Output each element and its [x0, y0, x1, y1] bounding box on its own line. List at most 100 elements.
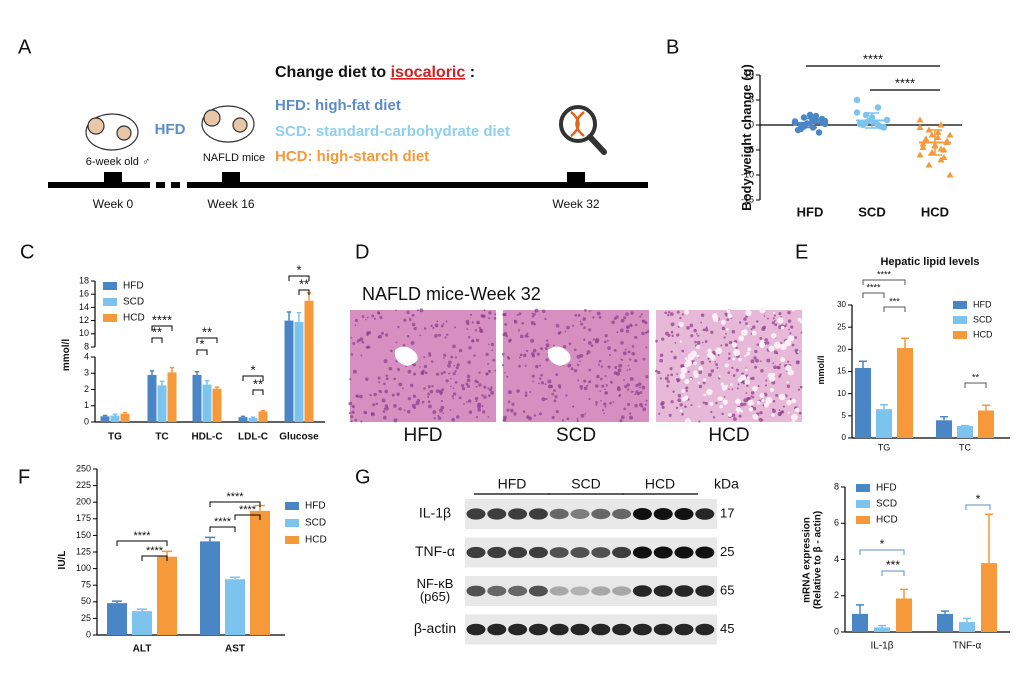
nucleus	[463, 403, 465, 406]
y-tick-label: -15	[741, 194, 754, 204]
nucleus	[595, 401, 598, 404]
nucleus	[727, 371, 731, 375]
nucleus	[478, 326, 482, 330]
nucleus	[704, 401, 708, 406]
nucleus	[562, 344, 567, 349]
nucleus	[490, 342, 495, 347]
nucleus	[379, 315, 383, 320]
blot-band	[653, 623, 673, 636]
nucleus	[751, 395, 755, 399]
nucleus	[763, 315, 766, 317]
nucleus	[538, 412, 542, 416]
nucleus	[488, 343, 490, 346]
nucleus	[625, 329, 630, 333]
nucleus	[442, 323, 445, 325]
nucleus	[479, 329, 482, 332]
error-bar	[122, 411, 128, 414]
nucleus	[450, 377, 452, 380]
lipid-droplet	[738, 335, 745, 342]
nucleus	[623, 407, 626, 411]
nucleus	[373, 392, 377, 397]
nucleus	[735, 346, 738, 350]
nucleus	[725, 314, 728, 317]
significance-label: **	[253, 376, 263, 391]
nucleus	[454, 326, 457, 329]
error-bar	[865, 112, 879, 129]
nucleus	[668, 413, 672, 417]
nucleus	[746, 397, 750, 401]
nucleus	[547, 379, 552, 384]
nucleus	[419, 366, 421, 368]
significance-bracket	[242, 375, 264, 381]
nucleus	[350, 353, 354, 356]
nucleus	[561, 419, 565, 422]
lipid-droplet	[687, 353, 695, 361]
nucleus	[620, 358, 622, 360]
nucleus	[745, 322, 748, 325]
y-tick-label: 25	[837, 322, 846, 331]
nucleus	[723, 336, 726, 339]
nucleus	[526, 415, 530, 419]
nucleus	[584, 309, 587, 312]
nucleus	[476, 321, 480, 325]
point	[916, 116, 924, 123]
lipid-droplet	[684, 309, 690, 315]
panel-label: A	[18, 36, 32, 58]
nucleus	[490, 386, 493, 389]
nucleus	[545, 358, 549, 362]
nucleus	[590, 344, 594, 347]
significance-label: ****	[133, 530, 151, 542]
legend-swatch	[285, 536, 299, 544]
blot-band	[549, 586, 569, 596]
nucleus	[513, 412, 517, 416]
nucleus	[361, 315, 365, 318]
nucleus	[443, 353, 447, 357]
lipid-droplet	[681, 388, 686, 393]
nucleus	[452, 372, 456, 376]
significance-label: *	[199, 336, 204, 351]
lipid-droplet	[693, 361, 698, 366]
nucleus	[398, 382, 403, 387]
nucleus	[580, 413, 585, 418]
nucleus	[494, 313, 497, 316]
bar	[107, 603, 127, 635]
y-tick-label: 10	[837, 389, 846, 398]
nucleus	[413, 372, 417, 376]
lipid-droplet	[698, 366, 703, 371]
error-bar	[149, 370, 155, 375]
chart-title: Hepatic lipid levels	[880, 256, 979, 268]
nucleus	[765, 379, 768, 382]
nucleus	[518, 312, 522, 316]
nucleus	[352, 342, 356, 345]
lipid-droplet	[747, 324, 750, 328]
nucleus	[427, 385, 431, 389]
error-bar	[296, 311, 302, 322]
legend-label: HFD	[123, 281, 144, 292]
nucleus	[482, 314, 486, 318]
nucleus	[666, 380, 670, 383]
lipid-droplet	[693, 372, 699, 378]
bar	[238, 417, 248, 422]
nucleus	[454, 356, 457, 359]
week-label: Week 16	[207, 197, 254, 211]
point	[815, 129, 823, 136]
point	[806, 111, 814, 119]
nucleus	[628, 358, 632, 361]
nucleus	[782, 405, 785, 408]
lipid-droplet	[754, 415, 759, 420]
blot-band	[632, 508, 652, 520]
nucleus	[754, 365, 758, 369]
nucleus	[592, 338, 595, 341]
timeline	[48, 172, 648, 188]
nucleus	[574, 313, 578, 317]
nucleus	[595, 403, 598, 406]
lipid-droplet	[744, 379, 751, 385]
error-bar	[286, 311, 292, 321]
nucleus	[634, 335, 638, 339]
blot-band	[695, 623, 715, 636]
nucleus	[735, 368, 739, 372]
legend-label: HFD	[973, 299, 992, 309]
nucleus	[750, 327, 753, 331]
nucleus	[642, 407, 647, 412]
nucleus	[349, 378, 352, 381]
